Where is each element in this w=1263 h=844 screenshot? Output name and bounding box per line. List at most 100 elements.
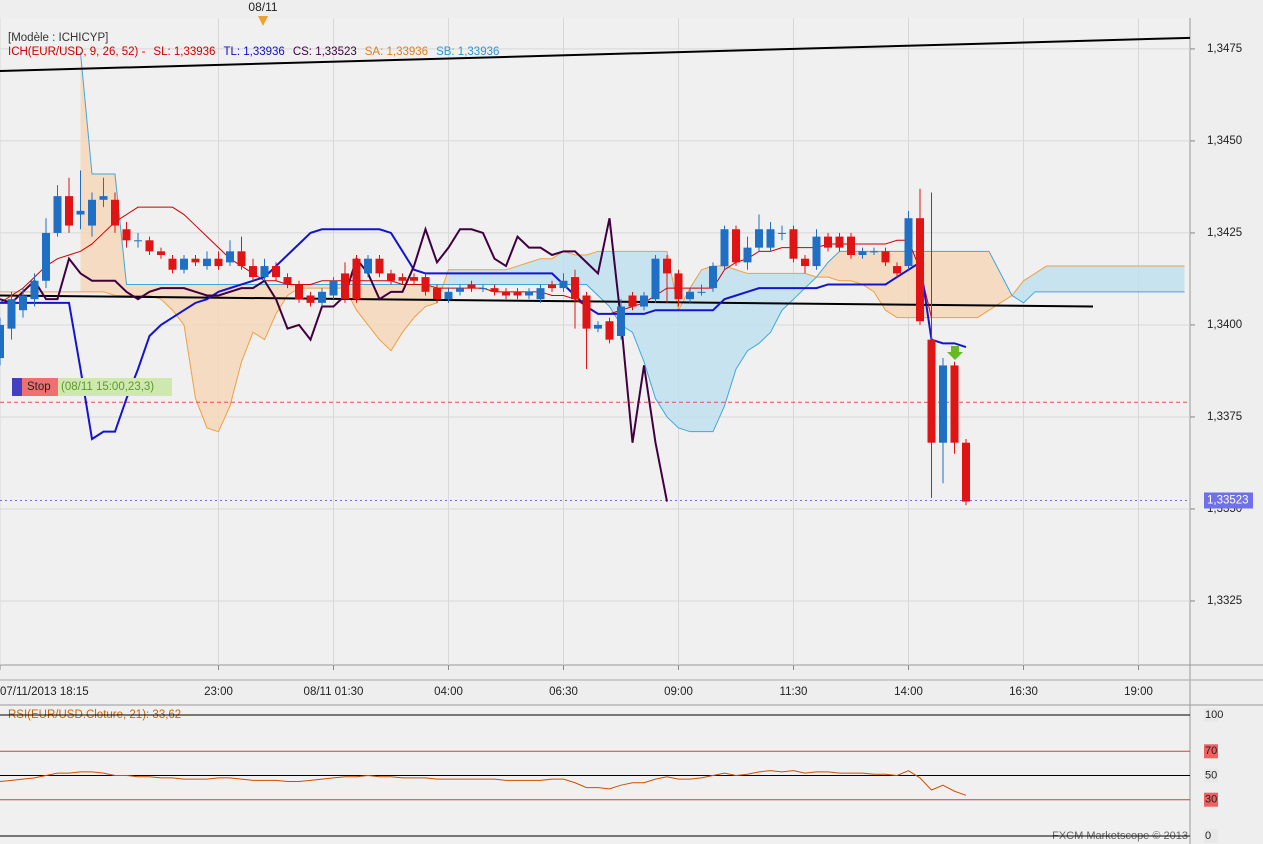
model-title: [Modèle : ICHICYP] — [8, 32, 109, 44]
cloud-fill — [207, 284, 219, 432]
candle-body — [352, 258, 361, 300]
cloud-fill — [391, 284, 403, 351]
rsi-tick-box — [1204, 829, 1218, 843]
candle-body — [53, 196, 62, 233]
cloud-fill — [253, 284, 265, 340]
cloud-fill — [483, 269, 495, 285]
cloud-fill — [586, 251, 598, 296]
cloud-fill — [448, 269, 460, 285]
x-tick-label: 19:00 — [1124, 686, 1153, 698]
candle-body — [145, 240, 154, 252]
x-tick-label: 14:00 — [894, 686, 923, 698]
senkou-a — [0, 250, 1185, 433]
stop-label: Stop — [27, 381, 51, 393]
cloud-fill — [103, 174, 115, 296]
senkou-b — [80, 52, 1185, 433]
legend-row: ICH(EUR/USD, 9, 26, 52) - SL: 1,33936 TL: … — [8, 45, 507, 59]
candle-body — [962, 442, 970, 502]
cloud-fill — [759, 273, 771, 344]
candle-body — [375, 258, 384, 274]
candle-body — [559, 280, 568, 289]
candle-body — [99, 196, 108, 200]
legend-entry: SA: 1,33936 — [364, 46, 429, 58]
candle-body — [778, 232, 786, 234]
candle-body — [444, 291, 453, 300]
cloud-fill — [747, 273, 759, 351]
y-tick-label: 1,3325 — [1207, 595, 1242, 607]
candle-body — [88, 199, 96, 226]
candle-body — [732, 229, 740, 263]
rsi-tick-box — [1204, 768, 1218, 783]
x-tick-label: 04:00 — [434, 686, 463, 698]
candle-body — [628, 295, 637, 307]
candle-body — [502, 291, 510, 296]
cloud-fill — [402, 284, 414, 333]
cloud-fill — [1046, 266, 1058, 292]
cloud-fill — [931, 251, 943, 318]
cloud-fill — [184, 284, 196, 399]
current-price-box — [1204, 492, 1253, 509]
cloud-fill — [839, 251, 851, 281]
cloud-fill — [241, 284, 253, 362]
candle-body — [433, 288, 441, 300]
cloud-fill — [598, 251, 610, 307]
cloud-fill — [172, 284, 184, 325]
cloud-fill — [977, 251, 989, 318]
signal-arrow — [947, 346, 963, 360]
candle-body — [260, 266, 269, 278]
candle-body — [789, 229, 798, 259]
candle-body — [893, 266, 901, 274]
candle-body — [295, 284, 303, 300]
candle-body — [168, 258, 177, 270]
y-tick-label: 1,3425 — [1207, 227, 1242, 239]
candle-body — [697, 291, 706, 293]
candle-body — [766, 229, 775, 248]
x-tick-label: 23:00 — [204, 686, 233, 698]
candle-body — [847, 236, 855, 256]
rsi-tick-box — [1204, 792, 1218, 807]
candle-body — [812, 236, 821, 267]
candle-body — [548, 284, 556, 289]
candle-body — [881, 251, 890, 263]
cloud-fill — [563, 251, 575, 285]
candle-body — [364, 258, 372, 274]
rsi-tick-label: 70 — [1205, 745, 1217, 757]
candle-body — [122, 229, 131, 241]
candle-body — [180, 258, 188, 270]
candle-body — [456, 288, 464, 292]
indicator-line — [0, 218, 668, 502]
cloud-fill — [506, 266, 518, 285]
candle-body — [479, 288, 487, 290]
cloud-fill — [793, 273, 805, 300]
rsi-tick-box — [1204, 708, 1218, 722]
candle-body — [19, 295, 27, 311]
cloud-fill — [989, 251, 1001, 311]
candle-body — [65, 196, 73, 226]
cloud-fill — [92, 174, 104, 292]
candle-body — [318, 291, 326, 303]
y-tick-label: 1,3475 — [1207, 43, 1242, 55]
candle-body — [272, 266, 280, 278]
current-price-label: 1,33523 — [1207, 495, 1249, 507]
cloud-fill — [943, 251, 955, 318]
time-marker-label: 08/11 — [248, 0, 277, 14]
candle-body — [30, 280, 39, 300]
candle-body — [467, 284, 476, 289]
candle-body — [191, 258, 200, 263]
candle-body — [398, 277, 407, 281]
cloud-fill — [1138, 266, 1150, 292]
cloud-fill — [1069, 266, 1081, 292]
x-tick-label: 16:30 — [1009, 686, 1038, 698]
candle-body — [306, 295, 315, 303]
cloud-fill — [1000, 273, 1012, 303]
candle-body — [214, 258, 223, 267]
candle-body — [916, 218, 924, 322]
cloud-fill — [782, 273, 794, 311]
candle-body — [536, 288, 545, 300]
cloud-fill — [713, 266, 725, 432]
cloud-fill — [310, 284, 322, 289]
candle-body — [7, 299, 16, 329]
y-tick-label: 1,3375 — [1207, 411, 1242, 423]
cloud-fill — [1161, 266, 1173, 292]
